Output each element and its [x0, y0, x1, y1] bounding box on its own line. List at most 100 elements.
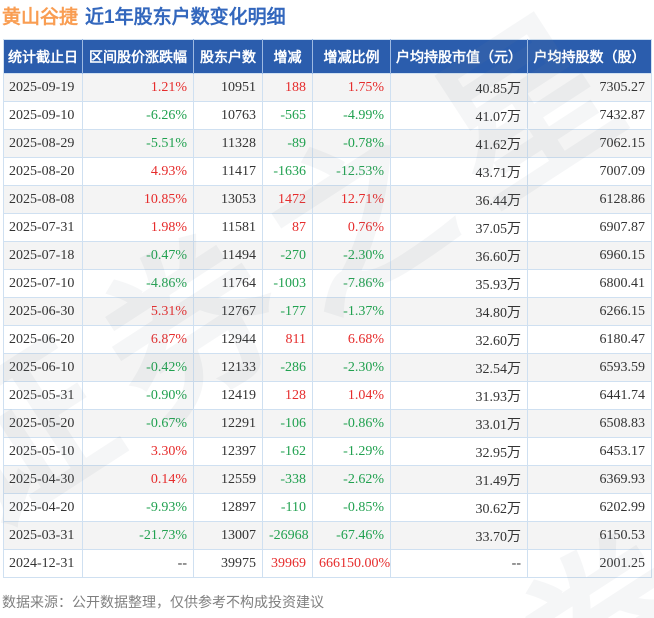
cell-price-change-pct: -5.51% [82, 129, 194, 158]
cell-price-change-pct: 0.14% [82, 465, 194, 494]
cell-date: 2025-05-20 [3, 409, 83, 438]
table-header-row: 统计截止日 区间股价涨跌幅 股东户数 增减 增减比例 户均持股市值（元） 户均持股数（股） [3, 39, 652, 74]
table-row: 2025-08-08 10.85% 13053 1472 12.71% 36.44万 612… [3, 185, 652, 214]
cell-delta-pct: 6.68% [312, 325, 391, 354]
column-header: 户均持股市值（元） [390, 39, 528, 74]
cell-holder-count: 12897 [193, 493, 263, 522]
cell-date: 2025-09-10 [3, 101, 83, 130]
cell-price-change-pct: 6.87% [82, 325, 194, 354]
cell-avg-market-value: 37.05万 [390, 213, 528, 242]
column-header: 增减比例 [312, 39, 391, 74]
table-row: 2025-09-19 1.21% 10951 188 1.75% 40.85万 7305.2… [3, 73, 652, 102]
cell-avg-shares: 6202.99 [527, 493, 652, 522]
cell-delta: -1003 [262, 269, 313, 298]
cell-avg-market-value: 35.93万 [390, 269, 528, 298]
cell-holder-count: 13007 [193, 521, 263, 550]
cell-delta-pct: 666150.00% [312, 549, 391, 578]
column-header: 股东户数 [193, 39, 263, 74]
cell-avg-market-value: 31.49万 [390, 465, 528, 494]
cell-price-change-pct: 1.21% [82, 73, 194, 102]
cell-delta-pct: -0.85% [312, 493, 391, 522]
cell-avg-shares: 6907.87 [527, 213, 652, 242]
column-header: 户均持股数（股） [527, 39, 652, 74]
cell-date: 2025-08-29 [3, 129, 83, 158]
cell-delta-pct: -2.30% [312, 241, 391, 270]
cell-holder-count: 11494 [193, 241, 263, 270]
cell-holder-count: 11417 [193, 157, 263, 186]
cell-delta: -89 [262, 129, 313, 158]
cell-date: 2025-07-31 [3, 213, 83, 242]
table-row: 2025-05-10 3.30% 12397 -162 -1.29% 32.95万 6453… [3, 437, 652, 466]
cell-date: 2025-04-20 [3, 493, 83, 522]
cell-delta: 128 [262, 381, 313, 410]
cell-date: 2025-07-10 [3, 269, 83, 298]
cell-holder-count: 10763 [193, 101, 263, 130]
cell-holder-count: 12559 [193, 465, 263, 494]
cell-delta-pct: 1.04% [312, 381, 391, 410]
table-row: 2025-07-31 1.98% 11581 87 0.76% 37.05万 6907.87 [3, 213, 652, 242]
cell-price-change-pct: 10.85% [82, 185, 194, 214]
cell-avg-shares: 7432.87 [527, 101, 652, 130]
table-row: 2024-12-31 -- 39975 39969 666150.00% -- 2001.2… [3, 549, 652, 578]
cell-avg-market-value: 33.01万 [390, 409, 528, 438]
cell-delta-pct: -4.99% [312, 101, 391, 130]
cell-delta-pct: -0.78% [312, 129, 391, 158]
footer-note: 数据来源：公开数据整理，仅供参考不构成投资建议 [2, 594, 324, 610]
cell-holder-count: 11328 [193, 129, 263, 158]
cell-holder-count: 39975 [193, 549, 263, 578]
cell-delta-pct: 0.76% [312, 213, 391, 242]
table-row: 2025-08-29 -5.51% 11328 -89 -0.78% 41.62万 7062… [3, 129, 652, 158]
cell-avg-market-value: 41.62万 [390, 129, 528, 158]
cell-avg-market-value: 41.07万 [390, 101, 528, 130]
cell-price-change-pct: -0.47% [82, 241, 194, 270]
table-row: 2025-06-10 -0.42% 12133 -286 -2.30% 32.54万 659… [3, 353, 652, 382]
cell-avg-shares: 6128.86 [527, 185, 652, 214]
cell-avg-market-value: 34.80万 [390, 297, 528, 326]
cell-date: 2025-04-30 [3, 465, 83, 494]
column-header: 区间股价涨跌幅 [82, 39, 194, 74]
cell-date: 2025-03-31 [3, 521, 83, 550]
cell-avg-market-value: -- [390, 549, 528, 578]
cell-delta-pct: -1.29% [312, 437, 391, 466]
cell-avg-shares: 6441.74 [527, 381, 652, 410]
stock-name: 黄山谷捷 [2, 7, 79, 28]
cell-date: 2025-09-19 [3, 73, 83, 102]
table-row: 2025-05-31 -0.90% 12419 128 1.04% 31.93万 6441.… [3, 381, 652, 410]
cell-avg-market-value: 32.95万 [390, 437, 528, 466]
table-row: 2025-06-20 6.87% 12944 811 6.68% 32.60万 6180.4… [3, 325, 652, 354]
cell-delta: -338 [262, 465, 313, 494]
table-row: 2025-05-20 -0.67% 12291 -106 -0.86% 33.01万 650… [3, 409, 652, 438]
cell-price-change-pct: 3.30% [82, 437, 194, 466]
cell-price-change-pct: -0.42% [82, 353, 194, 382]
cell-avg-market-value: 33.70万 [390, 521, 528, 550]
table-row: 2025-06-30 5.31% 12767 -177 -1.37% 34.80万 6266… [3, 297, 652, 326]
cell-holder-count: 12767 [193, 297, 263, 326]
cell-avg-shares: 2001.25 [527, 549, 652, 578]
cell-delta-pct: -67.46% [312, 521, 391, 550]
cell-delta: 87 [262, 213, 313, 242]
cell-price-change-pct: -0.90% [82, 381, 194, 410]
cell-avg-shares: 6508.83 [527, 409, 652, 438]
cell-delta: -286 [262, 353, 313, 382]
cell-delta: -565 [262, 101, 313, 130]
cell-delta: -177 [262, 297, 313, 326]
cell-delta: 39969 [262, 549, 313, 578]
cell-delta: 1472 [262, 185, 313, 214]
table-row: 2025-08-20 4.93% 11417 -1636 -12.53% 43.71万 70… [3, 157, 652, 186]
cell-avg-shares: 7305.27 [527, 73, 652, 102]
cell-price-change-pct: 1.98% [82, 213, 194, 242]
cell-avg-market-value: 40.85万 [390, 73, 528, 102]
table-row: 2025-04-20 -9.93% 12897 -110 -0.85% 30.62万 620… [3, 493, 652, 522]
cell-delta-pct: -0.86% [312, 409, 391, 438]
cell-date: 2025-05-31 [3, 381, 83, 410]
cell-date: 2025-06-10 [3, 353, 83, 382]
cell-date: 2025-08-08 [3, 185, 83, 214]
cell-price-change-pct: -9.93% [82, 493, 194, 522]
cell-avg-market-value: 31.93万 [390, 381, 528, 410]
cell-avg-market-value: 32.54万 [390, 353, 528, 382]
cell-holder-count: 12397 [193, 437, 263, 466]
cell-holder-count: 12291 [193, 409, 263, 438]
cell-delta-pct: -2.30% [312, 353, 391, 382]
cell-price-change-pct: 4.93% [82, 157, 194, 186]
cell-avg-market-value: 32.60万 [390, 325, 528, 354]
